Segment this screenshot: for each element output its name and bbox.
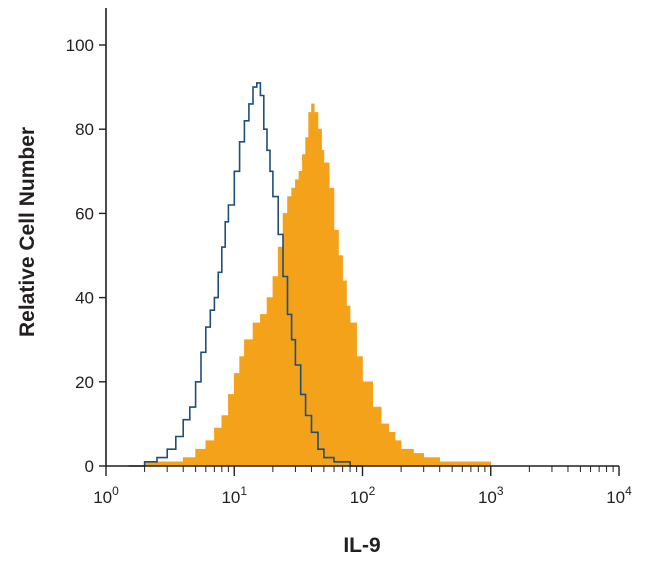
x-tick-exponent: 0 (112, 484, 119, 498)
series-layer (128, 82, 619, 467)
x-tick-base: 10 (350, 488, 369, 507)
y-tick-label: 20 (75, 373, 94, 392)
x-tick-label: 101 (221, 484, 247, 507)
x-ticks: 100 101 102 103 104 (93, 466, 632, 507)
y-ticks: 0 20 40 60 80 100 (66, 36, 106, 476)
x-tick-label: 103 (478, 484, 504, 507)
x-tick-exponent: 3 (497, 484, 504, 498)
y-axis-title: Relative Cell Number (16, 127, 39, 337)
x-axis-title: IL-9 (343, 534, 380, 557)
y-tick-label: 0 (85, 457, 94, 476)
series-0-outline-histogram (128, 82, 363, 467)
y-tick-label: 40 (75, 289, 94, 308)
x-tick-base: 10 (606, 488, 625, 507)
x-tick-base: 10 (93, 488, 112, 507)
series-1-filled-histogram (144, 103, 619, 467)
y-tick-label: 100 (66, 36, 94, 55)
x-tick-label: 100 (93, 484, 119, 507)
x-tick-base: 10 (221, 488, 240, 507)
x-tick-label: 102 (350, 484, 376, 507)
x-tick-exponent: 1 (240, 484, 247, 498)
y-tick-label: 80 (75, 120, 94, 139)
x-tick-label: 104 (606, 484, 632, 507)
x-tick-base: 10 (478, 488, 497, 507)
x-tick-exponent: 4 (625, 484, 632, 498)
x-tick-exponent: 2 (369, 484, 376, 498)
y-tick-label: 60 (75, 204, 94, 223)
